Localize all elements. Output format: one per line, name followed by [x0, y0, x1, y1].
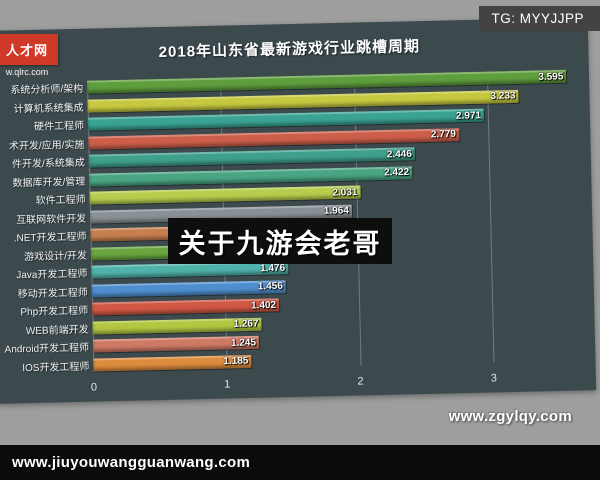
category-label: Java开发工程师: [16, 268, 88, 282]
site-logo-text: 人才网: [0, 34, 58, 65]
bar: 1.402: [92, 298, 280, 316]
category-label: 移动开发工程师: [17, 287, 88, 301]
x-axis-tick-label: 0: [90, 381, 98, 394]
bar: 1.476: [91, 261, 289, 279]
category-label: 数据库开发/管理: [12, 176, 86, 190]
bar: 1.245: [92, 336, 260, 354]
bottom-bar: www.jiuyouwangguanwang.com: [0, 445, 600, 480]
category-label: 硬件工程师: [33, 120, 85, 133]
bar: 1.456: [91, 280, 286, 298]
photo-area: TG: MYYJJPP 人才网 w.qlrc.com 2018年山东省最新游戏行…: [0, 6, 600, 425]
value-label: 1.476: [259, 262, 286, 275]
category-label: IOS开发工程师: [22, 361, 90, 375]
category-label: Android开发工程师: [4, 343, 90, 357]
bar: 1.267: [92, 317, 262, 335]
value-label: 1.185: [223, 356, 249, 368]
value-label: 1.245: [230, 337, 257, 349]
bar: 2.971: [87, 108, 485, 131]
site-logo: 人才网 w.qlrc.com: [0, 34, 58, 77]
bar: 2.446: [88, 147, 416, 168]
category-label: Php开发工程师: [20, 306, 89, 319]
x-axis-tick-label: 1: [224, 378, 231, 391]
category-label: 术开发/应用/实施: [8, 139, 85, 153]
category-label: 计算机系统集成: [13, 102, 84, 115]
value-label: 2.971: [455, 109, 482, 122]
category-label: 系统分析师/架构: [10, 83, 84, 97]
bottom-bar-url: www.jiuyouwangguanwang.com: [12, 454, 251, 471]
value-label: 2.422: [383, 167, 410, 179]
category-label: 件开发/系统集成: [11, 157, 86, 171]
category-label: 软件工程师: [35, 194, 86, 208]
value-label: 2.446: [386, 148, 412, 160]
bar: 2.031: [89, 185, 361, 205]
value-label: 2.779: [430, 128, 456, 141]
value-label: 2.031: [332, 186, 358, 199]
bar: 2.779: [88, 127, 459, 150]
category-label: WEB前端开发: [25, 324, 89, 337]
category-label: .NET开发工程师: [13, 231, 87, 245]
value-label: 1.402: [250, 299, 277, 312]
value-label: 1.267: [233, 318, 259, 331]
value-label: 1.964: [323, 205, 350, 218]
bar: 2.422: [89, 165, 413, 187]
x-axis-tick-label: 2: [357, 375, 364, 388]
bar: 1.185: [93, 354, 252, 372]
category-label: 游戏设计/开发: [24, 250, 88, 263]
watermark: www.zgylqy.com: [448, 408, 572, 425]
caption-overlay: 关于九游会老哥: [168, 218, 392, 264]
value-label: 1.456: [257, 281, 283, 293]
category-label: 互联网软件开发: [16, 213, 87, 227]
site-logo-url: w.qlrc.com: [5, 67, 49, 77]
value-label: 3.233: [490, 90, 516, 103]
x-axis-tick-label: 3: [490, 372, 498, 385]
tg-badge: TG: MYYJJPP: [479, 6, 600, 31]
value-label: 3.595: [538, 70, 564, 83]
